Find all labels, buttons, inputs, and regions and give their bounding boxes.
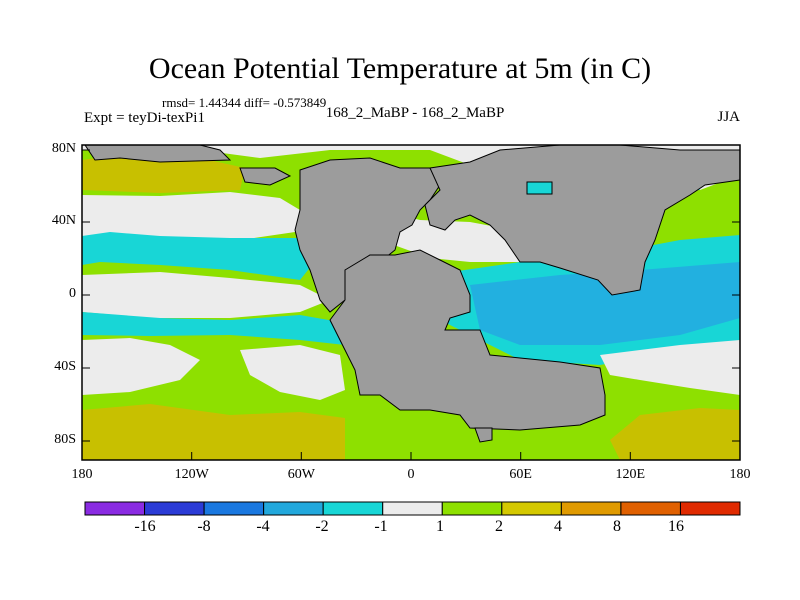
subtitle: 168_2_MaBP - 168_2_MaBP [325,105,505,121]
season-label: JJA [717,109,740,125]
ocean-pos4-south [82,404,345,460]
colorbar-label: -4 [256,518,270,535]
colorbar-label: 1 [436,518,444,535]
colorbar-label: -1 [374,518,388,535]
lon-label-60e: 60E [509,467,532,482]
colorbar-swatch [620,501,681,516]
colorbar-swatch [560,501,622,516]
landmass-south-america [329,249,606,431]
landmass-arctic-isles [239,167,292,186]
lon-label-60w: 60W [287,467,315,482]
colorbar [84,501,741,516]
lat-label-0: 0 [69,286,76,301]
colorbar-label: -16 [134,518,156,535]
lat-label-40n: 40N [51,213,76,228]
colorbar-label: -8 [197,518,211,535]
colorbar-swatch [382,501,443,516]
ocean-neg1-np [82,232,320,280]
ocean-neutral-sp [82,338,200,395]
ocean-pos4-south-east [610,408,740,460]
landmass-greenland [84,145,232,163]
ocean-neutral-trop [82,272,330,318]
lon-label-120e: 120E [615,467,646,482]
lon-label-180e: 180 [729,467,751,482]
colorbar-swatch [501,501,562,516]
lat-label-80s: 80S [54,432,76,447]
experiment-text: Expt = teyDi-texPi1 [84,110,205,126]
landmass-eurasia [424,145,740,296]
landmass-antarctic-bits [474,427,493,443]
ocean-neutral-sp2 [240,345,345,400]
lon-label-120w: 120W [174,467,209,482]
ocean-neutral-se [600,340,740,395]
lat-label-40s: 40S [54,359,76,374]
map-field [82,145,740,460]
colorbar-swatch [203,501,265,516]
colorbar-swatch [679,501,741,516]
plot-title: Ocean Potential Temperature at 5m (in C) [148,52,652,85]
colorbar-label: 4 [554,518,562,535]
colorbar-swatch [84,501,146,516]
colorbar-label: 2 [495,518,503,535]
ocean-neg1-ep [82,312,345,345]
colorbar-label: 16 [668,518,684,535]
inland-sea [526,181,553,195]
lon-label-180w: 180 [71,467,93,482]
colorbar-swatch [322,501,384,516]
colorbar-label: -2 [315,518,329,535]
ocean-neutral-np [82,192,300,240]
lat-label-80n: 80N [51,141,76,156]
colorbar-swatch [263,501,324,516]
ocean-pos4-north [82,152,245,193]
colorbar-label: 8 [613,518,621,535]
lon-label-0: 0 [407,467,415,482]
colorbar-swatch [144,501,205,516]
colorbar-swatch [441,501,503,516]
ocean-neg2-io [470,262,740,345]
axis-ticks [81,149,741,460]
stats-text: rmsd= 1.44344 diff= -0.573849 [162,95,327,110]
